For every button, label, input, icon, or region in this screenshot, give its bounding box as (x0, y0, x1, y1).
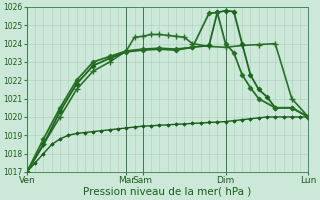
X-axis label: Pression niveau de la mer( hPa ): Pression niveau de la mer( hPa ) (84, 187, 252, 197)
